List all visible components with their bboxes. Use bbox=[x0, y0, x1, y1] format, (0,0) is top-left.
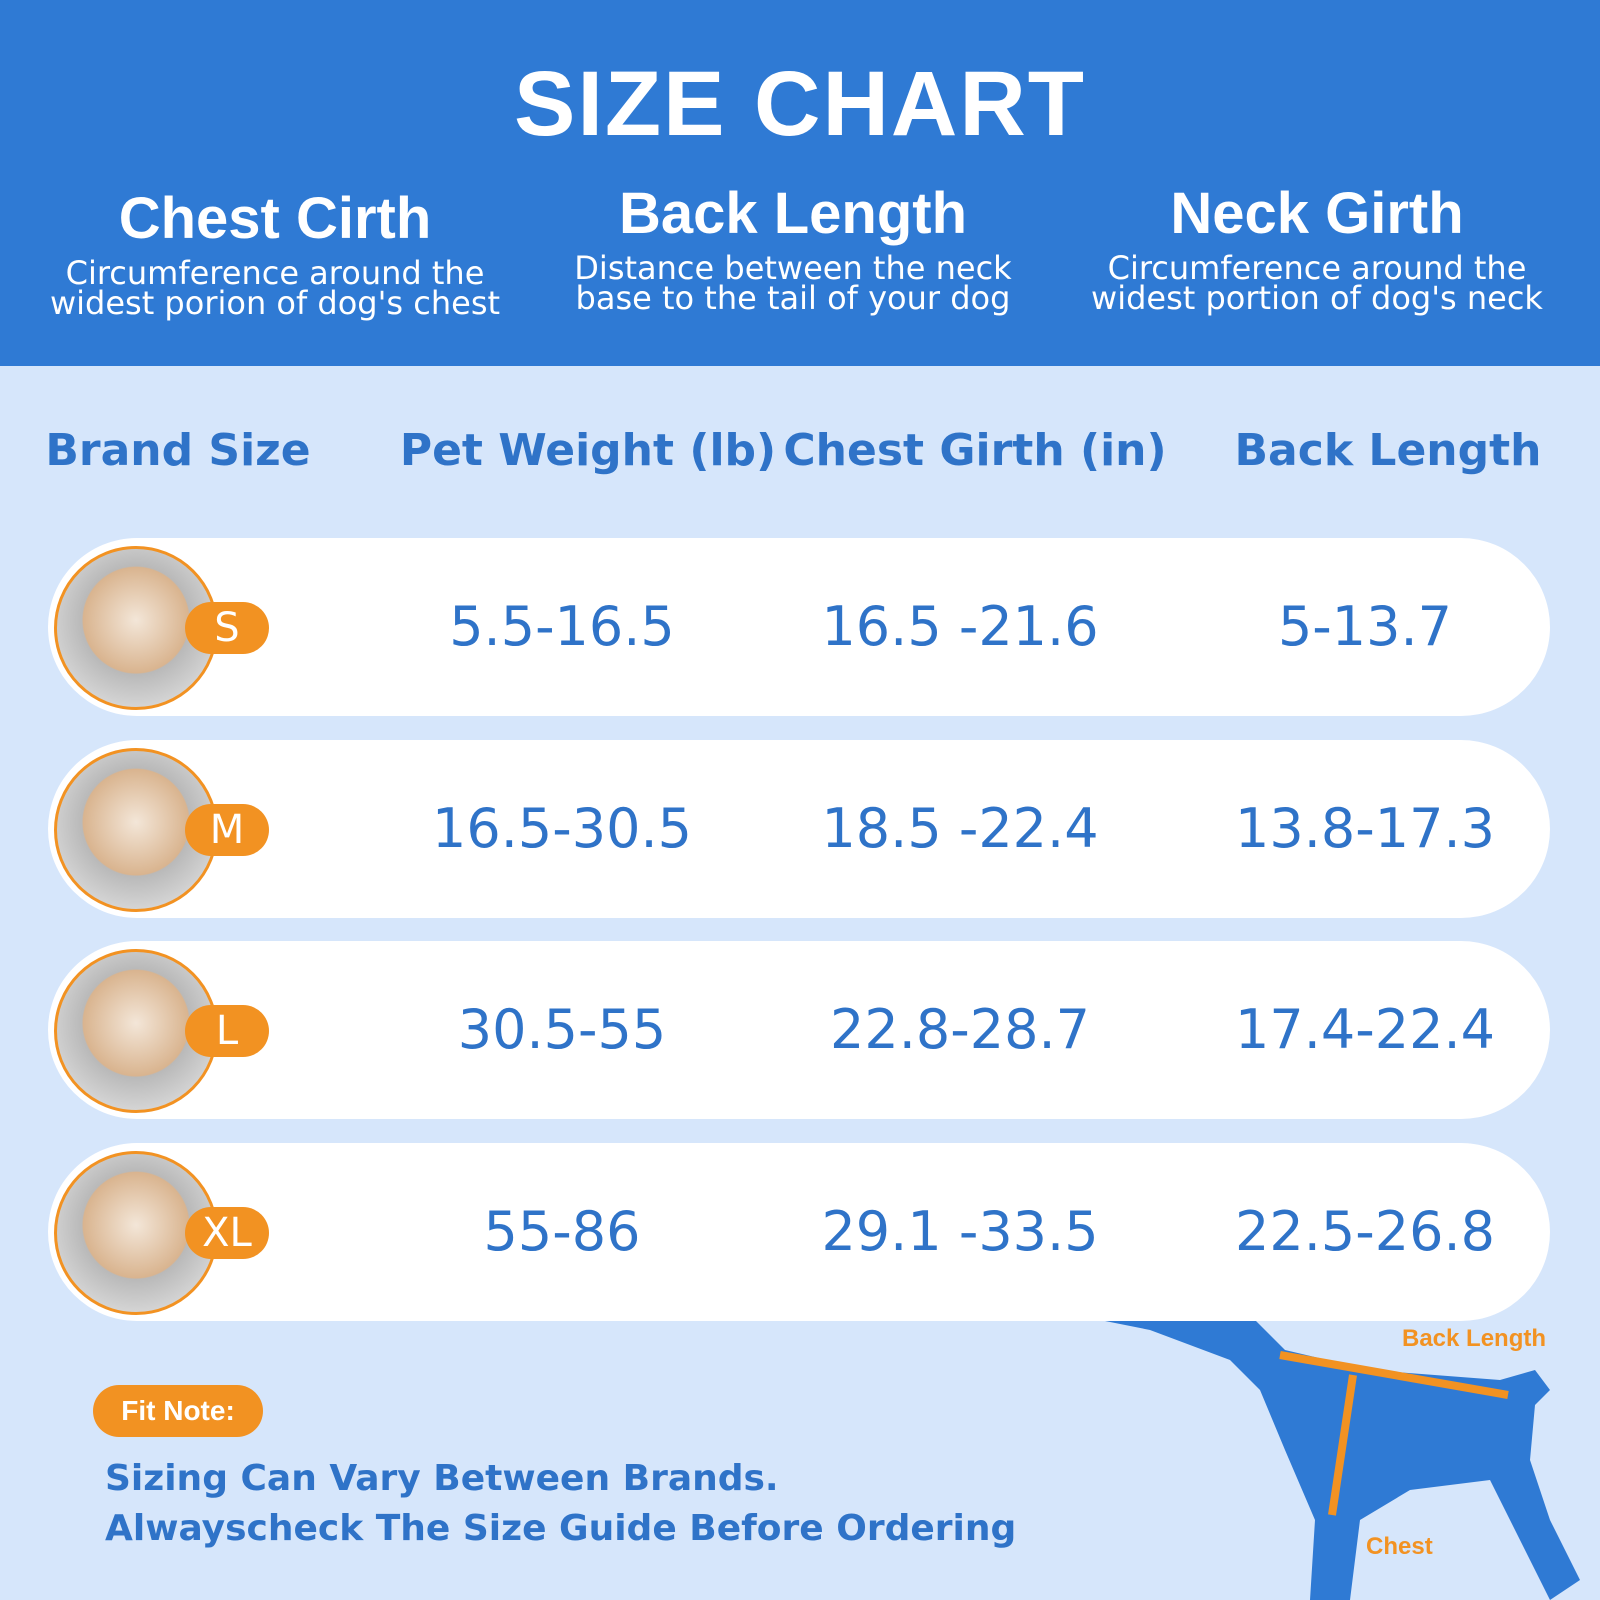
back-label: Back Length bbox=[1402, 1325, 1547, 1352]
table-cell: 16.5-30.5 bbox=[432, 796, 692, 860]
column-title: Chest Cirth bbox=[118, 186, 432, 251]
chest-line bbox=[1328, 1374, 1357, 1516]
size-badge: M bbox=[185, 803, 269, 856]
table-cell: 5.5-16.5 bbox=[449, 595, 675, 658]
column-description: Circumference around the bbox=[65, 254, 485, 292]
table-cell: 22.5-26.8 bbox=[1235, 1199, 1495, 1263]
dog-photo bbox=[54, 949, 218, 1113]
size-badge: L bbox=[185, 1005, 269, 1057]
column-info: Neck Girth Circumference around the widest… bbox=[1047, 180, 1587, 317]
back-line bbox=[1279, 1351, 1509, 1399]
size-badge: XL bbox=[185, 1206, 269, 1259]
column-description: Circumference around the bbox=[1107, 249, 1527, 287]
note-line: Sizing Can Vary Between Brands. bbox=[105, 1458, 779, 1499]
table-cell: 16.5 -21.6 bbox=[821, 595, 1099, 658]
table-header: Back Length bbox=[1234, 425, 1542, 476]
column-info: Chest Cirth Circumference around the wides… bbox=[5, 185, 545, 322]
table-cell: 5-13.7 bbox=[1277, 595, 1453, 658]
title: SIZE CHART bbox=[514, 53, 1086, 155]
table-header: Pet Weight (lb) bbox=[399, 425, 777, 476]
table-cell: 18.5 -22.4 bbox=[821, 796, 1099, 860]
table-row: S 5.5-16.5 16.5 -21.6 5-13.7 bbox=[48, 538, 1550, 716]
column-info: Back Length Distance between the neck base… bbox=[523, 180, 1063, 317]
column-description: widest portion of dog's neck bbox=[1091, 279, 1543, 317]
table-row: L 30.5-55 22.8-28.7 17.4-22.4 bbox=[48, 941, 1550, 1119]
table-cell: 22.8-28.7 bbox=[830, 998, 1090, 1061]
dog-diagram bbox=[1095, 1235, 1580, 1600]
column-description: Distance between the neck bbox=[574, 249, 1012, 287]
column-title: Neck Girth bbox=[1170, 181, 1464, 246]
column-description: widest porion of dog's chest bbox=[49, 284, 501, 322]
table-header: Chest Girth (in) bbox=[783, 425, 1167, 476]
table-header: Brand Size bbox=[45, 425, 311, 476]
table-cell: 55-86 bbox=[483, 1199, 641, 1263]
table-row: M 16.5-30.5 18.5 -22.4 13.8-17.3 bbox=[48, 739, 1550, 918]
column-description: base to the tail of your dog bbox=[575, 279, 1011, 317]
dog-silhouette bbox=[1095, 1235, 1580, 1600]
note-line: Alwayscheck The Size Guide Before Orderi… bbox=[105, 1508, 1017, 1549]
column-title: Back Length bbox=[618, 181, 968, 246]
size-badge: S bbox=[185, 602, 269, 654]
chest-label: Chest bbox=[1366, 1533, 1433, 1560]
fit-note-badge: Fit Note: bbox=[93, 1385, 263, 1437]
table-row: XL 55-86 29.1 -33.5 22.5-26.8 bbox=[48, 1142, 1550, 1321]
header-band bbox=[0, 0, 1600, 366]
table-cell: 17.4-22.4 bbox=[1235, 998, 1495, 1061]
table-cell: 30.5-55 bbox=[457, 998, 667, 1061]
table-cell: 29.1 -33.5 bbox=[821, 1199, 1099, 1263]
table-cell: 13.8-17.3 bbox=[1235, 796, 1495, 860]
